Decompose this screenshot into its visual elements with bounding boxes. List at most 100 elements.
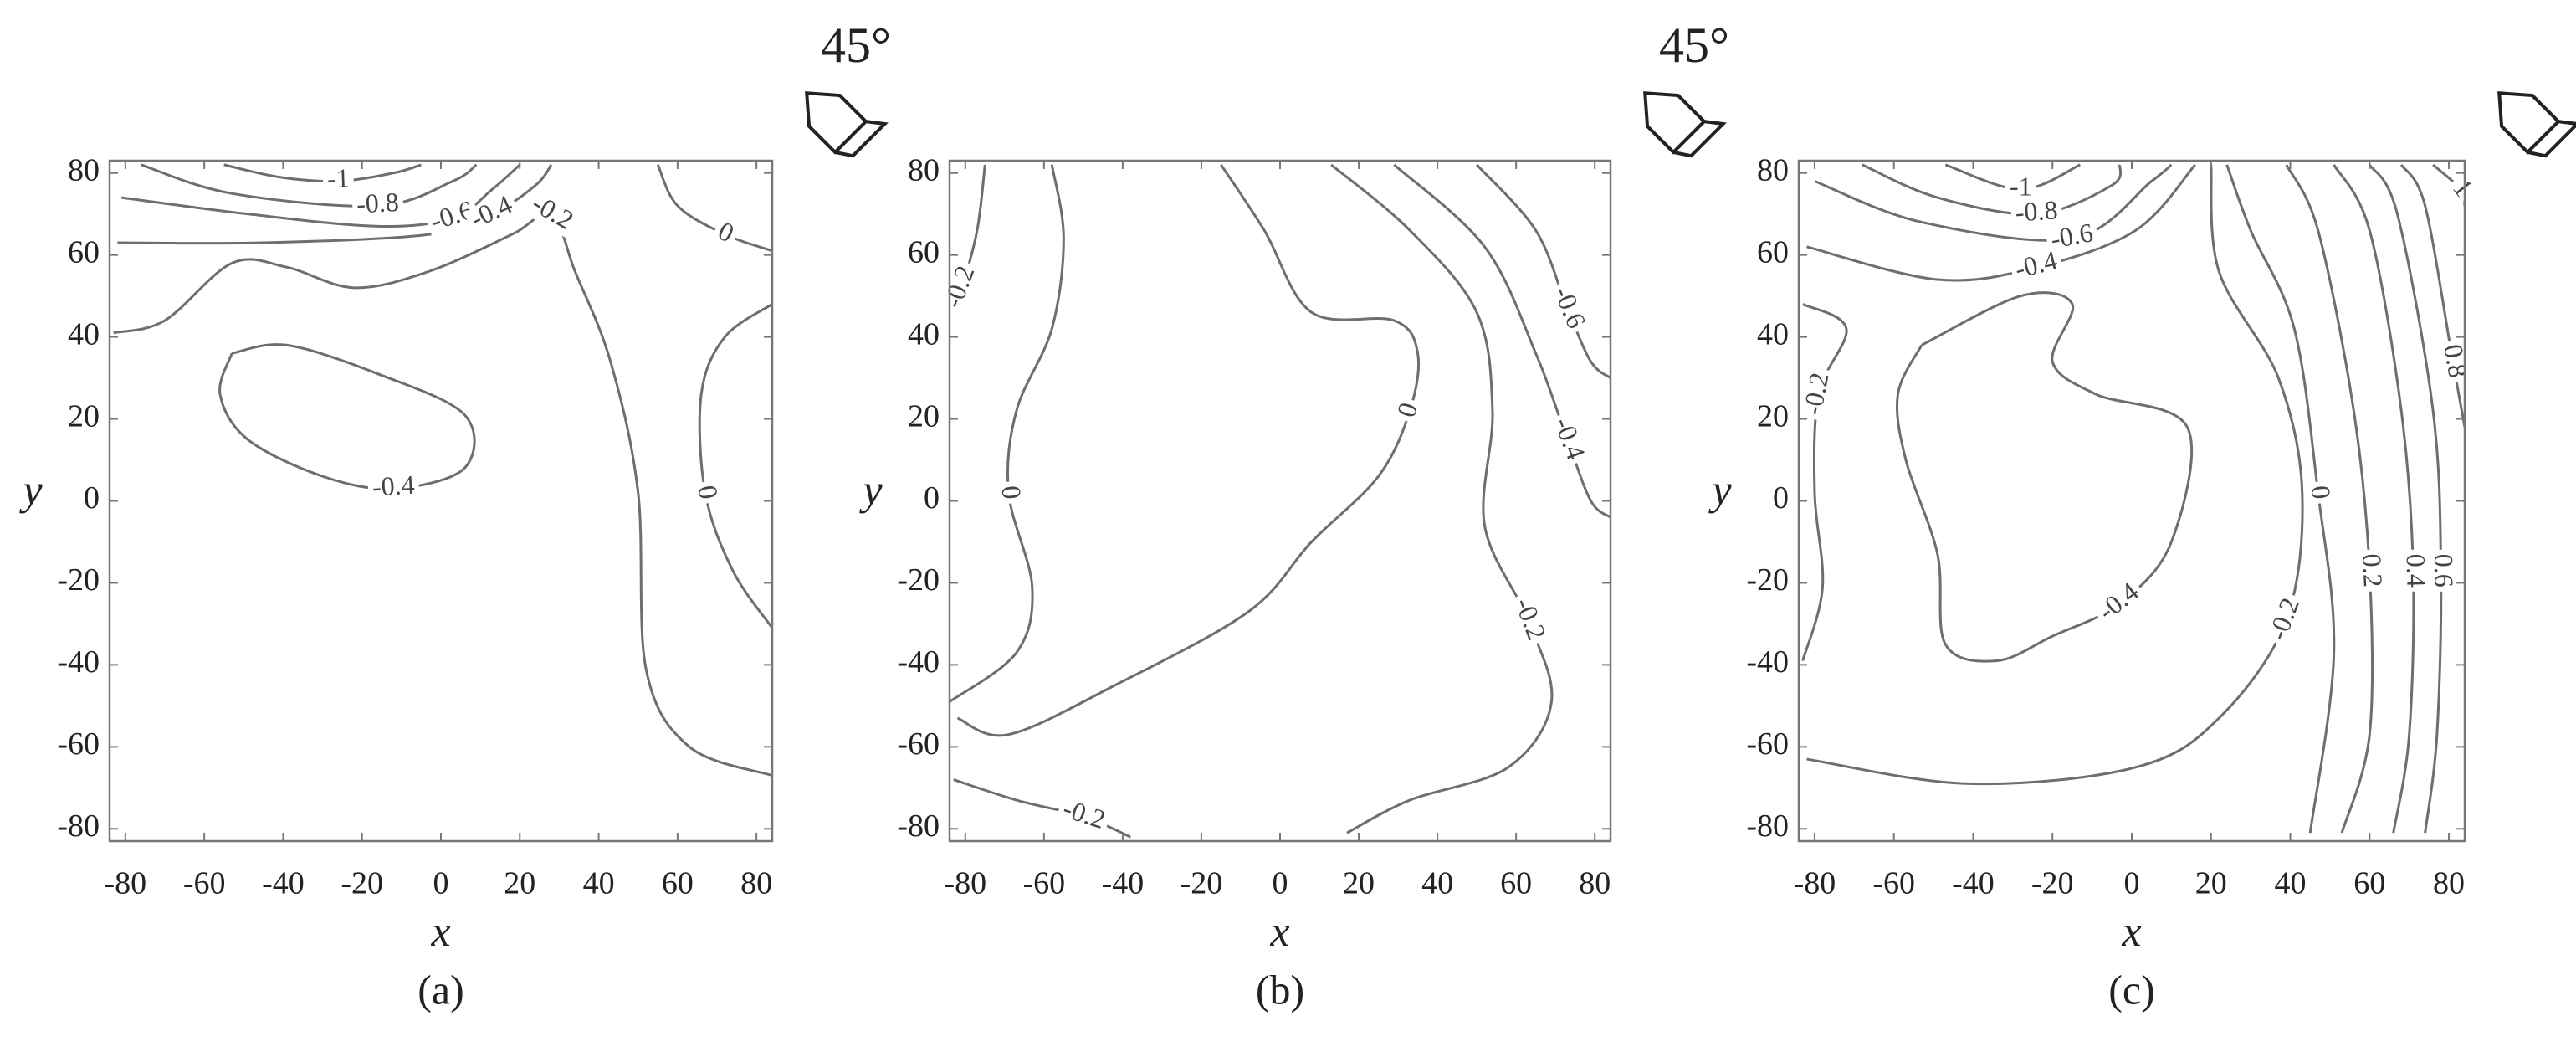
x-tick-label: -60 <box>1872 866 1915 901</box>
contour-label-bg <box>1545 411 1589 469</box>
contour-line <box>113 211 773 777</box>
wind-icon-tail <box>1672 120 1727 158</box>
contour-label-bg <box>463 191 521 237</box>
contour-label-bg <box>1800 367 1837 422</box>
contour-label-bg <box>2355 549 2384 593</box>
contour-label-bg <box>1506 591 1549 649</box>
contour-label-group: -0.8 <box>351 187 404 221</box>
contour-label-group: -0.2 <box>522 187 581 239</box>
wind-icon-tail <box>834 120 889 158</box>
contour-line <box>2368 164 2443 834</box>
contour-label-bg <box>1544 280 1590 337</box>
contour-line <box>1895 291 2194 663</box>
contour-label-bg <box>2443 172 2478 207</box>
contour-label-group: 0 <box>994 480 1027 505</box>
panel-caption: (c) <box>2108 966 2155 1013</box>
contour-label: -0.4 <box>2011 244 2060 284</box>
contour-label-bg <box>2265 591 2308 649</box>
wind-icon-shape <box>1643 91 1707 155</box>
contour-label-group: -1 <box>322 162 355 196</box>
contour-label-bg <box>367 474 420 504</box>
contour-line <box>1814 163 2173 242</box>
contour-label-group: 0.8 <box>2435 338 2474 385</box>
y-tick-label: 40 <box>1757 316 1789 352</box>
contour-label-group: 1 <box>2443 172 2479 207</box>
contour-panel: -1-0.8 -0.6-0.4 -0.2-0.400-80 -60 -40 -20 0 20 4… <box>18 18 891 1014</box>
y-tick-label: -80 <box>897 808 940 844</box>
contour-label-bg <box>689 480 720 506</box>
contour-line <box>218 343 476 490</box>
contour-label: 0 <box>2305 484 2337 500</box>
y-tick-label: 20 <box>68 398 100 434</box>
x-tick-label: -80 <box>1794 866 1836 901</box>
contour-label-bg <box>2005 176 2036 203</box>
contour-line <box>1801 303 1848 661</box>
y-tick-label: 40 <box>68 316 100 352</box>
plot-frame <box>108 159 774 843</box>
y-tick-label: 60 <box>68 234 100 269</box>
contour-label-group: -0.6 <box>2045 217 2100 257</box>
contour-line <box>656 164 773 253</box>
contour-label-group: 0 <box>709 215 741 252</box>
contour-label-group: -0.4 <box>1545 411 1591 469</box>
contour-line <box>2333 164 2415 834</box>
wind-icon <box>1643 91 1727 158</box>
y-tick-label: 0 <box>1773 480 1789 516</box>
contour-label-group: 0 <box>2303 480 2337 505</box>
y-tick-label: 20 <box>1757 398 1789 434</box>
contour-label-bg <box>2399 549 2428 593</box>
y-tick-label: -60 <box>897 726 940 762</box>
contour-label: -0.8 <box>2014 194 2058 227</box>
contour-panel: -1-0.8-0.6-0.4-0.4-0.2-0.200.2 0.40.60.81… <box>1708 91 2576 1013</box>
y-tick-label: -60 <box>1746 726 1789 762</box>
contour-panel: -0.2 0 0 -0.2 -0.4 -0.6 -0.2 -80 -60 -40 -20 0 20 40 6… <box>858 18 1729 1014</box>
y-tick-label: -80 <box>1746 808 1789 844</box>
contour-label-group: -0.2 <box>2262 591 2308 649</box>
x-tick-label: 0 <box>1273 866 1288 901</box>
contour-label-group: 0 <box>689 480 725 506</box>
contour-label-bg <box>2008 248 2065 287</box>
contour-label-bg <box>709 218 741 252</box>
x-axis-label: x <box>2121 908 2141 956</box>
contour-line <box>141 163 478 208</box>
x-tick-label: 0 <box>2124 866 2140 901</box>
wind-icon <box>805 91 889 158</box>
contour-label: 0.2 <box>2357 553 2389 588</box>
x-tick-label: -60 <box>183 866 226 901</box>
y-tick-label: 80 <box>908 152 940 187</box>
x-tick-label: -80 <box>105 866 147 901</box>
contour-line <box>2225 164 2336 834</box>
y-tick-label: -40 <box>1746 644 1789 680</box>
contour-line <box>1330 163 1554 834</box>
contour-label-bg <box>2092 577 2148 630</box>
y-tick-label: -20 <box>897 562 940 598</box>
wind-angle: 45° <box>821 18 891 73</box>
x-tick-label: 40 <box>583 866 615 901</box>
y-tick-label: 60 <box>1757 234 1789 269</box>
x-tick-label: 20 <box>504 866 535 901</box>
y-tick-label: 40 <box>908 316 940 352</box>
x-tick-label: -20 <box>1180 866 1223 901</box>
contour-line <box>223 163 422 183</box>
contour-label: -0.2 <box>1059 793 1109 834</box>
x-tick-label: -20 <box>2031 866 2074 901</box>
contour-label-group: -0.2 <box>1797 367 1837 422</box>
x-tick-label: 80 <box>1579 866 1611 901</box>
contour-label-group: -0.8 <box>2010 194 2063 229</box>
contour-label-bg <box>2045 220 2100 257</box>
contour-line <box>1393 163 1611 519</box>
x-axis-label: x <box>430 908 450 956</box>
contour-label-bg <box>1055 796 1112 838</box>
contour-label: -1 <box>326 162 350 193</box>
contour-label-group: 0.6 <box>2427 549 2459 592</box>
x-tick-label: 60 <box>662 866 694 901</box>
contour-label-group: -0.4 <box>463 188 521 237</box>
contour-label-bg <box>322 167 355 196</box>
y-axis-label: y <box>18 466 43 514</box>
contour-label: -0.8 <box>356 187 400 219</box>
contour-label-bg <box>994 480 1023 505</box>
contour-line <box>956 164 1421 737</box>
x-tick-label: -40 <box>1952 866 1995 901</box>
contour-line <box>117 163 553 245</box>
contour-line <box>1806 163 2196 282</box>
